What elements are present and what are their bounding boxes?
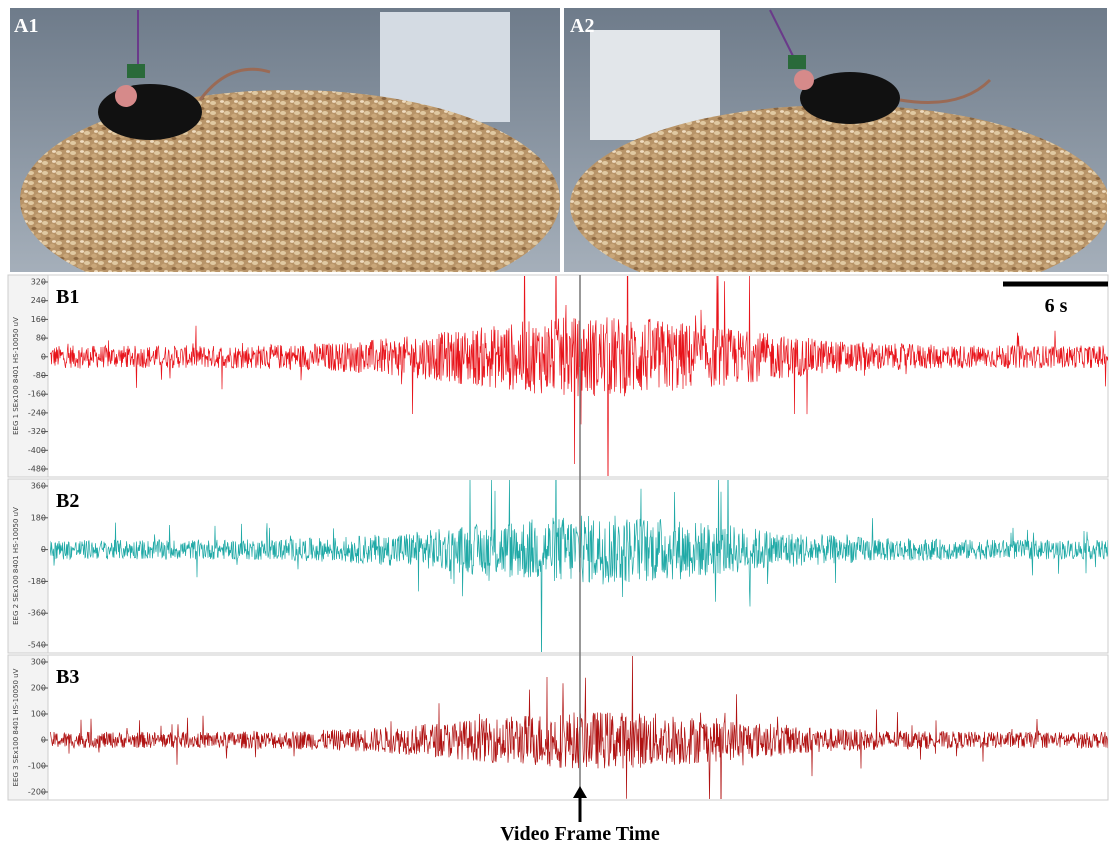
arrow-head [573, 786, 587, 798]
axis-strip [7, 654, 49, 801]
eeg-trace [50, 656, 1108, 799]
photo-a2 [564, 8, 1107, 272]
y-tick-label: 240 [31, 296, 46, 305]
scale-bar-label: 6 s [1045, 295, 1068, 317]
panel-label: B3 [56, 666, 79, 688]
panel-label: B2 [56, 490, 79, 512]
photo-a1 [10, 8, 560, 272]
y-tick-label: -80 [33, 371, 46, 380]
photo-label: A1 [14, 15, 38, 37]
y-tick-label: 360 [31, 482, 46, 491]
y-tick-label: -100 [28, 762, 46, 771]
y-tick-label: 160 [31, 315, 46, 324]
y-tick-label: -200 [28, 788, 46, 797]
channel-label: EEG 1 SEx100 8401 HS-10050 uV [12, 317, 20, 435]
y-tick-label: 100 [31, 710, 46, 719]
y-tick-label: 200 [31, 684, 46, 693]
eeg-trace [50, 480, 1108, 652]
y-tick-label: 180 [31, 513, 46, 522]
y-tick-label: -160 [28, 390, 46, 399]
y-tick-label: 80 [36, 334, 46, 343]
channel-label: EEG 3 SEx100 8401 HS-10050 uV [12, 668, 20, 786]
panel-frame [7, 274, 1109, 478]
y-tick-label: 300 [31, 658, 46, 667]
marker-label: Video Frame Time [500, 823, 660, 845]
panel-frame [7, 478, 1109, 654]
y-tick-label: 320 [31, 278, 46, 287]
y-tick-label: -180 [28, 577, 46, 586]
photo-label: A2 [570, 15, 594, 37]
y-tick-label: -240 [28, 408, 46, 417]
channel-label: EEG 2 SEx100 8401 HS-10050 uV [12, 507, 20, 625]
y-tick-label: -480 [28, 465, 46, 474]
axis-strip [7, 478, 49, 654]
y-tick-label: -320 [28, 427, 46, 436]
y-tick-label: -360 [28, 609, 46, 618]
panel-label: B1 [56, 286, 79, 308]
y-tick-label: -540 [28, 641, 46, 650]
panel-frame [7, 654, 1109, 801]
y-tick-label: -400 [28, 446, 46, 455]
eeg-trace [50, 276, 1108, 476]
